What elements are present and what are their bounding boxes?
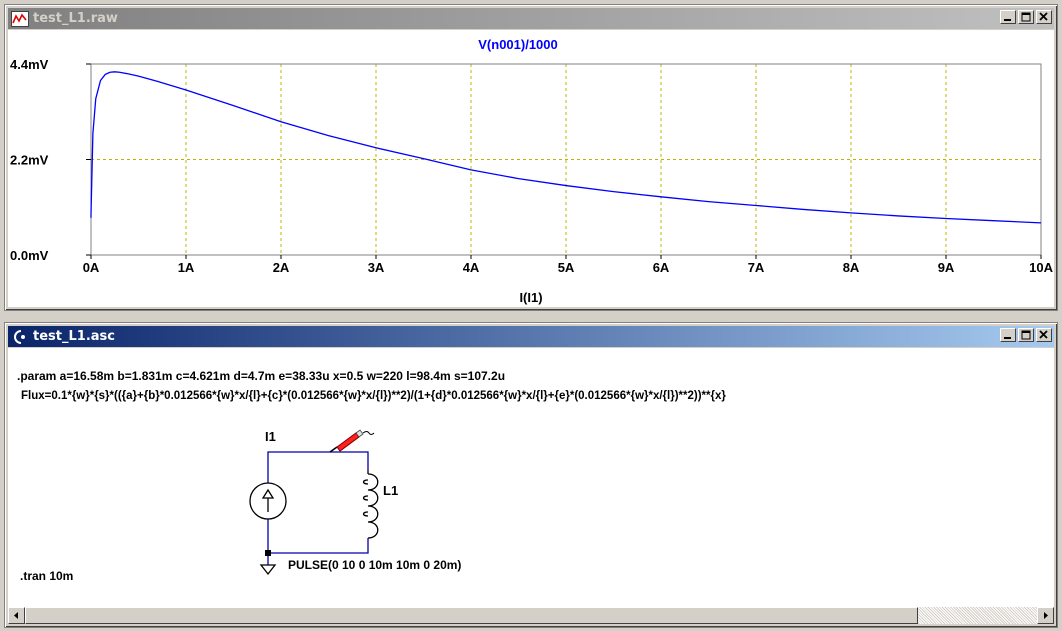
source-label[interactable]: I1 — [265, 429, 276, 444]
chart-title[interactable]: V(n001)/1000 — [478, 37, 558, 52]
minimize-icon — [1004, 337, 1011, 339]
current-source-symbol[interactable] — [249, 482, 287, 520]
x-tick-label: 6A — [653, 260, 670, 275]
maximize-button[interactable] — [1018, 10, 1034, 24]
close-button[interactable] — [1036, 328, 1052, 342]
arrow-left-icon — [14, 612, 18, 619]
y-tick-label: 4.4mV — [10, 57, 49, 72]
scroll-thumb[interactable] — [25, 607, 918, 624]
probe-icon[interactable] — [329, 429, 375, 453]
x-tick-label: 7A — [748, 260, 765, 275]
minimize-button[interactable] — [1000, 10, 1016, 24]
schematic-icon — [11, 329, 29, 345]
x-axis-label: I(I1) — [519, 290, 542, 305]
param-directive[interactable]: .param a=16.58m b=1.831m c=4.621m d=4.7m… — [17, 369, 506, 383]
x-tick-label: 8A — [843, 260, 860, 275]
schematic-window-title: test_L1.asc — [33, 329, 115, 344]
ground-symbol[interactable] — [259, 564, 277, 576]
x-tick-label: 5A — [558, 260, 575, 275]
plot-pane[interactable]: 0A 1A 2A 3A 4A 5A 6A 7A 8A 9A 10A 0.0mV 2.2mV 4.4mV V… — [8, 30, 1054, 307]
schematic-window: test_L1.asc .param a=16.58m b=1.831m c=4… — [4, 322, 1058, 628]
x-tick-label: 0A — [83, 260, 100, 275]
circuit-diagram[interactable] — [218, 428, 518, 588]
x-tick-label: 3A — [368, 260, 385, 275]
close-icon — [1039, 12, 1048, 21]
x-tick-label: 9A — [938, 260, 955, 275]
x-tick-label: 2A — [273, 260, 290, 275]
x-tick-label: 4A — [463, 260, 480, 275]
plot-window-titlebar[interactable]: test_L1.raw — [8, 8, 1054, 29]
y-tick-label: 0.0mV — [10, 248, 49, 263]
arrow-right-icon — [1044, 612, 1048, 619]
minimize-icon — [1004, 19, 1011, 21]
y-tick-label: 2.2mV — [10, 153, 49, 168]
horizontal-scrollbar[interactable] — [8, 607, 1054, 624]
schematic-window-titlebar[interactable]: test_L1.asc — [8, 326, 1054, 347]
scroll-right-button[interactable] — [1037, 607, 1054, 624]
close-button[interactable] — [1036, 10, 1052, 24]
pulse-spec[interactable]: PULSE(0 10 0 10m 10m 0 20m) — [288, 558, 462, 572]
maximize-icon — [1021, 12, 1031, 22]
junction-dot — [265, 550, 271, 556]
plot-window: test_L1.raw 0A 1A 2A 3A 4A 5A 6A 7A 8A 9A 10A 0.0mV… — [4, 4, 1058, 311]
x-tick-label: 10A — [1029, 260, 1053, 275]
waveform-icon — [11, 10, 29, 27]
waveform-chart[interactable]: 0A 1A 2A 3A 4A 5A 6A 7A 8A 9A 10A 0.0mV 2.2mV 4.4mV V… — [8, 30, 1054, 308]
tran-directive[interactable]: .tran 10m — [20, 569, 74, 583]
minimize-button[interactable] — [1000, 328, 1016, 342]
inductor-symbol[interactable] — [362, 470, 379, 539]
schematic-canvas[interactable]: .param a=16.58m b=1.831m c=4.621m d=4.7m… — [8, 348, 1054, 624]
inductor-label[interactable]: L1 — [383, 483, 399, 498]
series-line[interactable] — [90, 71, 1042, 224]
close-icon — [1039, 330, 1048, 339]
scroll-left-button[interactable] — [8, 607, 25, 624]
plot-window-title: test_L1.raw — [33, 11, 118, 26]
maximize-icon — [1021, 330, 1031, 340]
flux-expression[interactable]: Flux=0.1*{w}*{s}*(({a}+{b}*0.012566*{w}*… — [21, 390, 726, 402]
maximize-button[interactable] — [1018, 328, 1034, 342]
x-tick-label: 1A — [178, 260, 195, 275]
